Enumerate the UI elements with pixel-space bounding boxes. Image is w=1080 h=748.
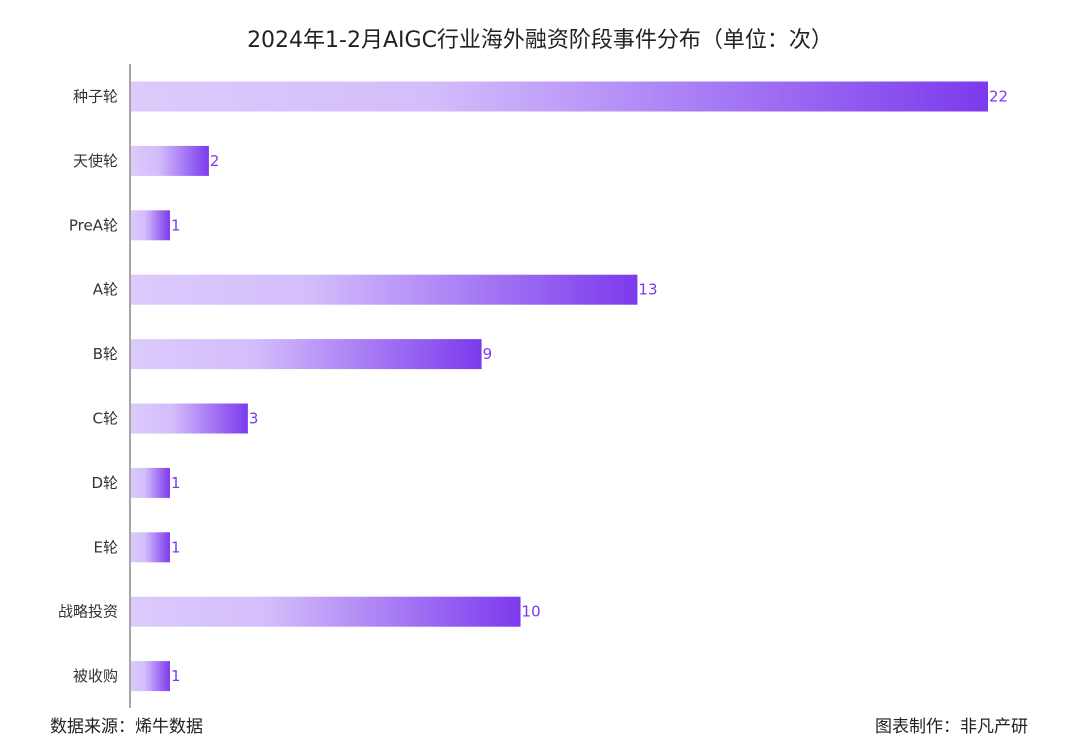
bar-value-label: 13 (638, 281, 657, 299)
bars-layer: 种子轮 22 天使轮 2 PreA轮 1 A轮 13 B轮 9 C轮 3 D轮 1 E轮 1 战略投资 10 被收购… (58, 81, 1008, 692)
category-label: PreA轮 (69, 216, 118, 234)
chart-credit-label: 图表制作：非凡产研 (875, 717, 1028, 737)
bar (131, 210, 170, 241)
bar-value-label: 1 (171, 216, 181, 234)
bar (131, 339, 482, 370)
bar-value-label: 10 (522, 603, 541, 621)
category-label: 天使轮 (73, 152, 118, 170)
data-source-label: 数据来源：烯牛数据 (50, 717, 203, 737)
bar (131, 467, 170, 498)
category-label: A轮 (93, 281, 118, 299)
category-label: 种子轮 (73, 88, 118, 106)
bar (131, 532, 170, 563)
bar-value-label: 1 (171, 667, 181, 685)
bar-value-label: 22 (989, 88, 1008, 106)
category-label: D轮 (91, 474, 118, 492)
chart-title: 2024年1-2月AIGC行业海外融资阶段事件分布（单位：次） (247, 28, 833, 53)
bar-value-label: 1 (171, 538, 181, 556)
category-label: E轮 (94, 538, 118, 556)
bar (131, 596, 521, 627)
bar (131, 274, 638, 305)
category-label: C轮 (93, 410, 118, 428)
bar (131, 81, 988, 112)
bar (131, 145, 209, 176)
bar-value-label: 9 (483, 345, 493, 363)
category-label: 被收购 (73, 667, 118, 685)
category-label: B轮 (93, 345, 118, 363)
bar (131, 661, 170, 692)
bar (131, 403, 248, 434)
bar-value-label: 3 (249, 410, 259, 428)
bar-value-label: 2 (210, 152, 220, 170)
category-label: 战略投资 (58, 603, 118, 621)
bar-value-label: 1 (171, 474, 181, 492)
